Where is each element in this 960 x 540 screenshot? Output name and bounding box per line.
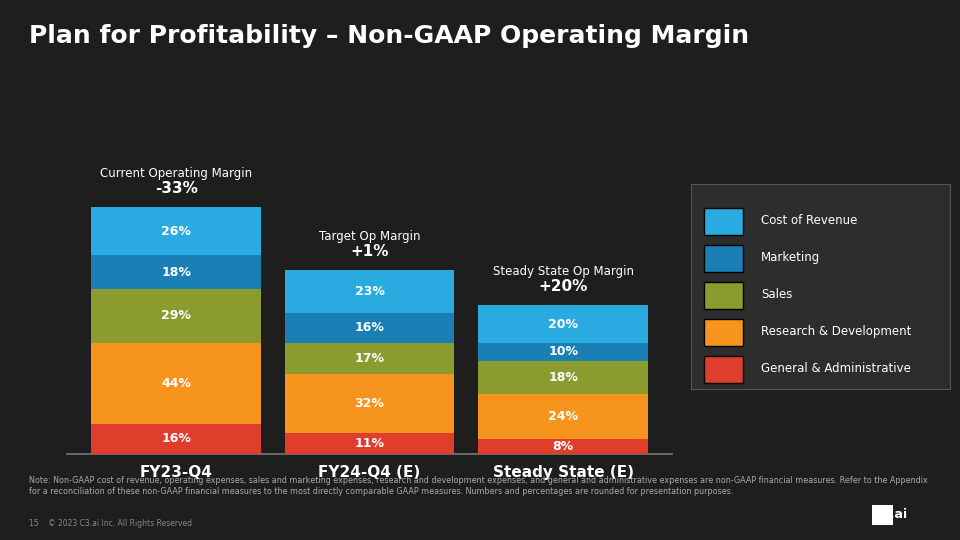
FancyBboxPatch shape (704, 282, 743, 309)
Bar (478, 342, 648, 361)
Bar (285, 374, 454, 433)
Text: -33%: -33% (155, 181, 198, 196)
Bar (91, 255, 261, 289)
Bar (91, 207, 261, 255)
Text: Steady State Op Margin: Steady State Op Margin (492, 265, 634, 278)
Text: Current Operating Margin: Current Operating Margin (100, 166, 252, 180)
Text: 11%: 11% (354, 437, 385, 450)
Text: Research & Development: Research & Development (761, 325, 912, 338)
Bar (478, 394, 648, 439)
Text: General & Administrative: General & Administrative (761, 362, 911, 375)
FancyBboxPatch shape (704, 356, 743, 383)
Text: Note: Non-GAAP cost of revenue, operating expenses, sales and marketing expenses: Note: Non-GAAP cost of revenue, operatin… (29, 476, 927, 496)
Text: Target Op Margin: Target Op Margin (319, 230, 420, 242)
Text: 16%: 16% (161, 433, 191, 446)
Text: 18%: 18% (161, 266, 191, 279)
Text: 44%: 44% (161, 377, 191, 390)
Text: Cost of Revenue: Cost of Revenue (761, 214, 857, 227)
Text: 24%: 24% (548, 410, 578, 423)
Text: 29%: 29% (161, 309, 191, 322)
Bar (478, 306, 648, 342)
Bar (285, 342, 454, 374)
Text: 8%: 8% (553, 440, 574, 453)
Bar (285, 313, 454, 342)
Bar (91, 342, 261, 424)
Bar (91, 289, 261, 342)
Text: 17%: 17% (354, 352, 385, 365)
FancyBboxPatch shape (704, 245, 743, 272)
Text: 32%: 32% (354, 397, 385, 410)
Bar (285, 433, 454, 454)
Text: 10%: 10% (548, 345, 578, 358)
Text: 16%: 16% (354, 321, 385, 334)
Text: 20%: 20% (548, 318, 578, 330)
Text: 23%: 23% (354, 285, 385, 298)
Text: 18%: 18% (548, 371, 578, 384)
Text: +1%: +1% (350, 244, 389, 259)
Bar (478, 439, 648, 454)
Bar (285, 271, 454, 313)
FancyBboxPatch shape (704, 319, 743, 346)
Text: Marketing: Marketing (761, 251, 821, 264)
Text: +20%: +20% (539, 279, 588, 294)
Bar (91, 424, 261, 454)
Text: Sales: Sales (761, 288, 793, 301)
Text: 15    © 2023 C3.ai Inc. All Rights Reserved: 15 © 2023 C3.ai Inc. All Rights Reserved (29, 519, 192, 529)
Text: C3.ai: C3.ai (872, 508, 907, 521)
FancyBboxPatch shape (704, 208, 743, 235)
Text: Plan for Profitability – Non-GAAP Operating Margin: Plan for Profitability – Non-GAAP Operat… (29, 24, 749, 48)
Bar (478, 361, 648, 394)
Text: 26%: 26% (161, 225, 191, 238)
